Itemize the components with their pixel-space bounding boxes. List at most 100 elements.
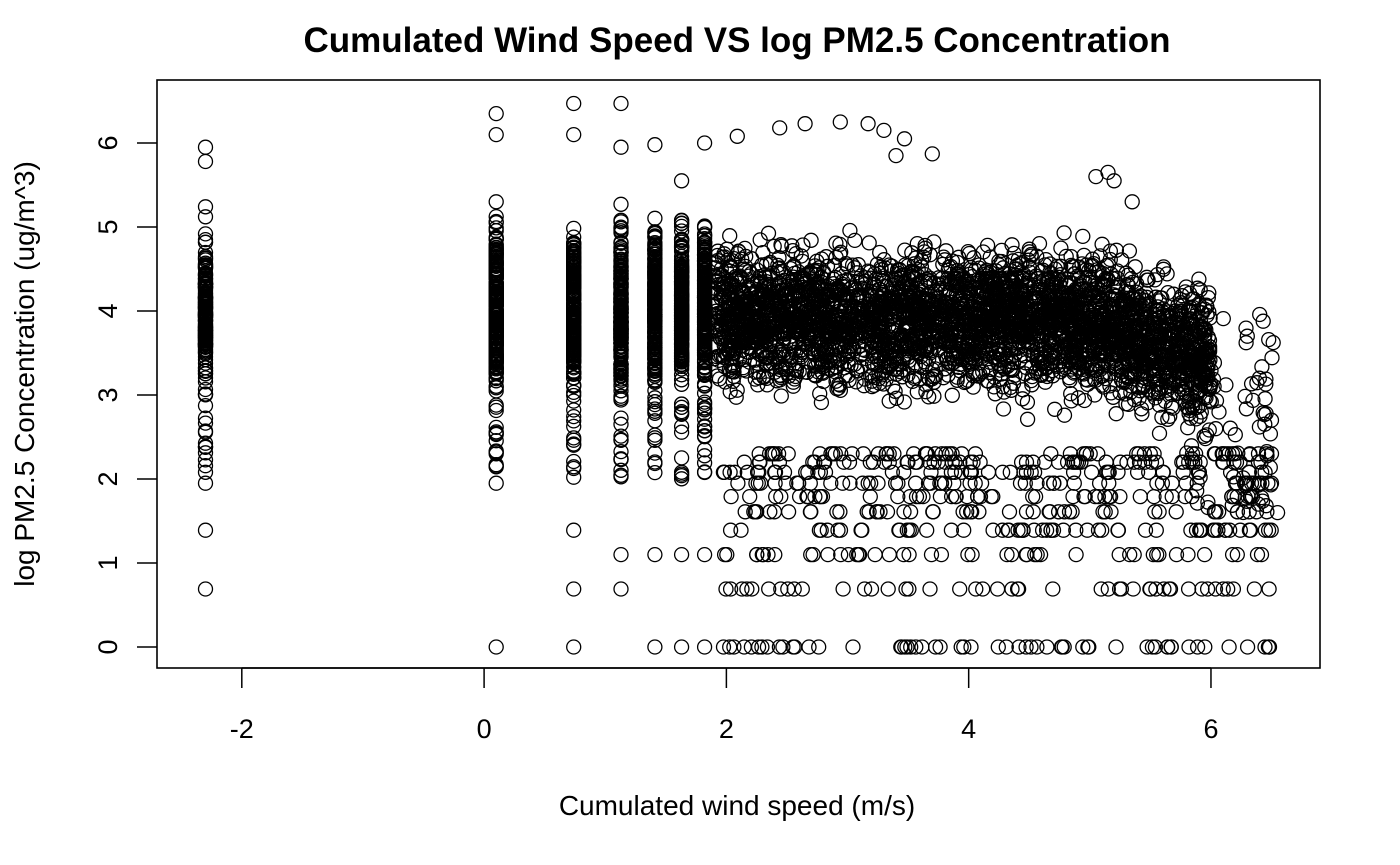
data-point xyxy=(673,399,690,415)
data-point xyxy=(566,237,582,253)
data-point xyxy=(488,290,504,306)
data-point xyxy=(566,268,582,284)
data-point xyxy=(613,388,629,404)
data-point xyxy=(488,282,504,298)
data-point xyxy=(566,402,582,418)
data-point xyxy=(673,329,690,345)
data-point xyxy=(613,262,629,279)
data-point xyxy=(647,455,663,472)
data-point xyxy=(696,334,713,351)
chart-title: Cumulated Wind Speed VS log PM2.5 Concen… xyxy=(304,21,1171,60)
data-point xyxy=(696,394,713,410)
data-point xyxy=(613,428,629,444)
data-point xyxy=(197,279,214,295)
data-point xyxy=(197,304,214,320)
data-point xyxy=(613,305,629,322)
data-point xyxy=(888,390,905,406)
data-point xyxy=(673,406,690,422)
data-point xyxy=(647,234,663,251)
data-point xyxy=(647,270,663,287)
data-point xyxy=(613,416,629,432)
data-point xyxy=(566,306,582,323)
data-point xyxy=(613,196,629,212)
data-point xyxy=(673,252,690,269)
data-point xyxy=(673,223,690,239)
data-point xyxy=(197,267,214,283)
data-point xyxy=(488,361,504,377)
data-point xyxy=(673,278,690,295)
data-point xyxy=(613,282,629,298)
data-point xyxy=(673,313,690,330)
data-point xyxy=(647,372,663,388)
data-point xyxy=(566,300,582,317)
data-point xyxy=(613,469,629,485)
data-point xyxy=(197,257,214,273)
data-point xyxy=(566,437,582,453)
data-point xyxy=(613,451,629,467)
data-point xyxy=(830,380,847,396)
data-point xyxy=(566,277,582,293)
data-point xyxy=(488,194,504,210)
data-point xyxy=(696,464,713,480)
data-point xyxy=(197,250,214,267)
data-point xyxy=(696,234,713,251)
data-point xyxy=(673,345,690,361)
data-point xyxy=(1154,409,1170,425)
data-point xyxy=(696,218,713,234)
data-point xyxy=(197,327,214,344)
data-point xyxy=(673,274,690,290)
data-point xyxy=(566,377,582,393)
data-point xyxy=(566,370,582,386)
data-point xyxy=(696,428,713,444)
data-point xyxy=(647,464,663,481)
data-point xyxy=(673,248,690,265)
data-point xyxy=(488,351,504,367)
data-point xyxy=(488,402,504,419)
data-point xyxy=(613,239,629,255)
data-point xyxy=(613,313,629,330)
data-point xyxy=(197,415,214,431)
data-point xyxy=(566,459,582,475)
data-point xyxy=(673,337,690,353)
data-point xyxy=(197,301,214,317)
data-point xyxy=(647,255,663,271)
data-point xyxy=(647,325,663,341)
data-point xyxy=(613,462,629,478)
data-point xyxy=(197,226,214,242)
data-point xyxy=(647,405,663,421)
data-point xyxy=(197,445,214,461)
data-point xyxy=(613,271,629,287)
data-point xyxy=(673,218,690,235)
data-point xyxy=(566,329,582,345)
data-point xyxy=(488,229,504,245)
data-point xyxy=(613,219,629,235)
data-point xyxy=(566,259,582,275)
data-point xyxy=(696,366,713,383)
data-point xyxy=(566,264,582,281)
data-point xyxy=(197,458,214,474)
data-point xyxy=(696,418,713,434)
data-point xyxy=(647,430,663,446)
data-point xyxy=(696,226,713,242)
data-point xyxy=(647,347,663,363)
data-point xyxy=(566,430,582,446)
data-point xyxy=(488,457,504,473)
data-point xyxy=(197,386,214,403)
data-point xyxy=(613,321,629,337)
data-point xyxy=(197,234,214,250)
data-point xyxy=(785,378,801,394)
data-point xyxy=(613,297,629,313)
data-point xyxy=(197,452,214,468)
data-point xyxy=(488,305,504,321)
data-point xyxy=(647,306,663,323)
data-point xyxy=(647,351,663,367)
data-point xyxy=(673,268,690,285)
data-point xyxy=(197,337,214,353)
data-point xyxy=(566,453,582,470)
data-point xyxy=(488,419,504,436)
data-point xyxy=(613,443,629,460)
data-point xyxy=(673,298,690,314)
data-point xyxy=(1140,272,1156,288)
data-point xyxy=(566,316,582,332)
